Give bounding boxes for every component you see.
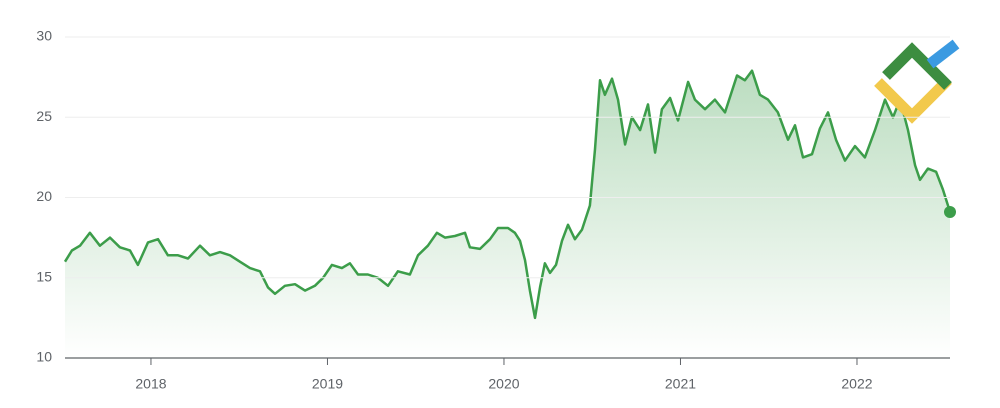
x-tick-label: 2019	[312, 376, 343, 392]
x-tick-label: 2020	[488, 376, 519, 392]
area	[65, 70, 950, 358]
line	[63, 69, 952, 320]
y-tick-label: 10	[36, 349, 52, 365]
end-point	[944, 205, 956, 218]
y-tick-label: 30	[36, 28, 52, 44]
logo	[874, 39, 960, 124]
y-tick-label: 25	[36, 108, 52, 124]
y-tick-label: 20	[36, 188, 52, 204]
x-tick-label: 2021	[665, 376, 696, 392]
x-tick-label: 2022	[841, 376, 872, 392]
y-tick-label: 15	[36, 268, 52, 284]
x-tick-label: 2018	[135, 376, 166, 392]
